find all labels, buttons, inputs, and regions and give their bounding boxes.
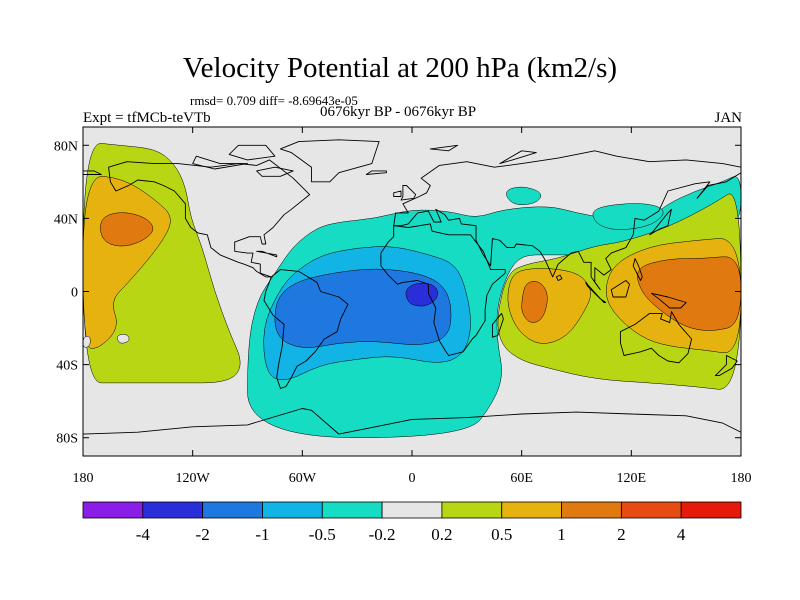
colorbar-swatch — [142, 501, 204, 519]
y-tick-label: 80N — [54, 139, 78, 154]
colorbar-swatch — [82, 501, 144, 519]
colorbar-label: -0.2 — [369, 525, 396, 544]
coastline-19 — [228, 144, 276, 161]
contour-region-7 — [274, 268, 452, 348]
coastline-14 — [650, 292, 687, 309]
colorbar-label: 4 — [677, 525, 686, 544]
colorbar-label: 0.2 — [431, 525, 452, 544]
coastline-17 — [555, 274, 563, 281]
coastline-15 — [714, 355, 738, 377]
coastline-3 — [380, 223, 506, 356]
colorbar: -4 -2 -1 -0.5 -0.2 0.2 0.5 1 2 4 — [82, 501, 742, 544]
x-tick-label: 60W — [289, 471, 317, 486]
colorbar-label: -4 — [136, 525, 151, 544]
colorbar-swatch — [561, 501, 622, 519]
contour-region-14 — [506, 186, 542, 206]
coastline-18 — [256, 250, 278, 258]
x-tick-label: 60E — [510, 471, 533, 486]
contour-region-11 — [521, 281, 548, 323]
experiment-label: Expt = tfMCb-teVTb — [83, 110, 211, 126]
coastline-13 — [610, 280, 630, 298]
coastline-9 — [393, 190, 402, 197]
chart-title: Velocity Potential at 200 hPa (km2/s) — [182, 52, 618, 84]
y-tick-label: 40S — [56, 359, 78, 374]
y-tick-label: 0 — [71, 286, 78, 301]
coastline-8 — [400, 185, 417, 201]
coastline-0 — [108, 159, 311, 278]
contour-region-8 — [405, 282, 438, 307]
colorbar-label: -1 — [255, 525, 269, 544]
contour-region-15 — [592, 203, 664, 230]
colorbar-swatch — [381, 501, 443, 519]
axis-ticks: 180 120W 60W 0 60E 120E 180 80N 40N 0 40S 80S — [54, 127, 752, 486]
contour-region-13 — [637, 256, 741, 331]
coastline-20 — [192, 155, 248, 170]
coastline-22 — [499, 150, 537, 165]
x-tick-label: 0 — [409, 471, 416, 486]
colorbar-label: -2 — [196, 525, 210, 544]
stats-text: rmsd= 0.709 diff= -8.69643e-05 — [190, 93, 358, 108]
colorbar-label: -0.5 — [309, 525, 336, 544]
colorbar-swatch — [202, 501, 263, 519]
contour-region-2 — [100, 212, 154, 247]
colorbar-swatch — [620, 501, 682, 519]
colorbar-swatch — [501, 501, 562, 519]
coastline-4 — [393, 150, 741, 291]
coastline-12 — [585, 281, 607, 303]
coastline-2 — [263, 269, 349, 389]
contour-region-3 — [117, 334, 130, 344]
month-label: JAN — [714, 110, 742, 126]
colorbar-swatch — [680, 501, 742, 519]
coastline-24 — [83, 170, 102, 175]
colorbar-label: 2 — [617, 525, 626, 544]
coastline-11 — [649, 208, 672, 236]
contour-region-5 — [247, 176, 741, 438]
coastline-6 — [83, 408, 741, 456]
coastline-layer — [83, 139, 741, 456]
x-tick-label: 120W — [176, 471, 211, 486]
contour-region-4 — [83, 335, 91, 348]
x-tick-label: 180 — [731, 471, 752, 486]
x-tick-label: 180 — [73, 471, 94, 486]
y-tick-label: 40N — [54, 212, 78, 227]
y-tick-label: 80S — [56, 432, 78, 447]
coastline-10 — [491, 312, 504, 338]
colorbar-swatch — [321, 501, 383, 519]
x-tick-label: 120E — [617, 471, 647, 486]
coastline-23 — [256, 166, 294, 177]
colorbar-swatch — [441, 501, 503, 519]
coastline-21 — [429, 144, 459, 152]
period-label: 0676kyr BP - 0676kyr BP — [320, 104, 477, 120]
colorbar-swatch — [262, 501, 323, 519]
contour-fill-layer — [83, 143, 741, 438]
coastline-7 — [365, 170, 387, 175]
coastline-16 — [632, 258, 643, 281]
coastline-5 — [619, 311, 693, 364]
colorbar-label: 0.5 — [491, 525, 512, 544]
coastline-1 — [279, 139, 380, 183]
colorbar-label: 1 — [557, 525, 566, 544]
